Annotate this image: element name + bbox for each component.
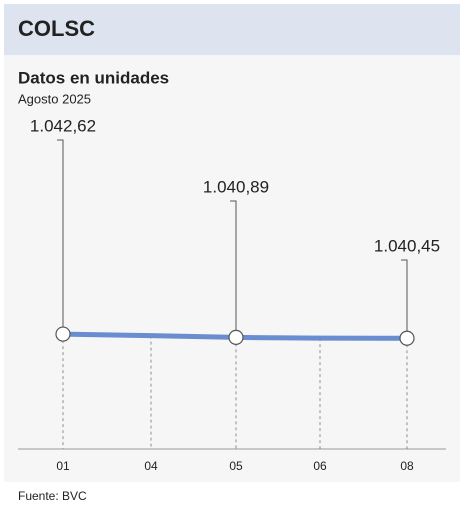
marker [55, 326, 71, 342]
x-tick-label: 05 [229, 459, 243, 473]
x-tick-label: 01 [56, 459, 70, 473]
marker [228, 329, 244, 346]
leader-line [57, 139, 64, 335]
data-label: 1.040,89 [203, 177, 269, 196]
header-band [4, 4, 460, 55]
x-tick-label: 04 [144, 459, 158, 473]
marker [399, 330, 415, 346]
chart-subtitle: Agosto 2025 [18, 91, 91, 106]
header-title: COLSC [18, 16, 95, 41]
x-tick-label: 06 [313, 459, 327, 473]
chart-title: Datos en unidades [18, 68, 169, 87]
data-label: 1.042,62 [30, 116, 96, 135]
leader-line [401, 259, 408, 339]
leader-line [230, 200, 237, 338]
data-label: 1.040,45 [374, 236, 440, 255]
chart-background [4, 55, 460, 482]
source: Fuente: BVC [18, 489, 87, 503]
x-tick-label: 08 [400, 459, 414, 473]
